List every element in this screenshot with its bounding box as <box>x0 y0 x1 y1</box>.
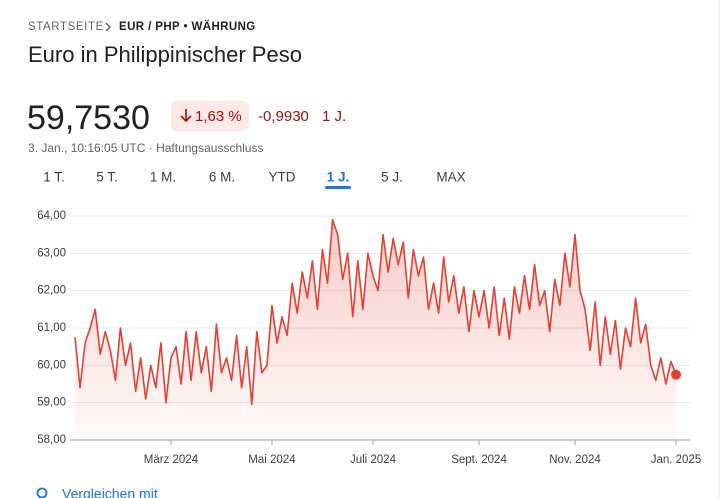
price: 59,7530 <box>27 99 150 137</box>
y-tick-label: 62,00 <box>37 285 66 297</box>
change-abs: -0,9930 <box>258 108 309 125</box>
x-tick-label: Nov. 2024 <box>549 454 601 466</box>
breadcrumb-current: EUR / PHP • WÄHRUNG <box>119 20 256 33</box>
y-tick-label: 63,00 <box>37 247 66 259</box>
y-tick-label: 59,00 <box>37 397 66 409</box>
range-tab[interactable]: 6 M. <box>209 170 235 185</box>
down-arrow <box>180 109 192 123</box>
breadcrumb-home[interactable]: STARTSEITE <box>28 21 104 33</box>
compare-link[interactable]: Vergleichen mit <box>62 486 158 498</box>
range-tabs: 1 T. 5 T. 1 M. 6 M. YTD 1 J. 5 J. MAX <box>43 170 466 189</box>
y-tick-label: 60,00 <box>37 359 66 371</box>
x-tick-label: Sept. 2024 <box>451 454 507 466</box>
range-tab[interactable]: YTD <box>269 170 296 185</box>
x-tick-label: Jan. 2025 <box>651 454 702 466</box>
x-tick-label: März 2024 <box>144 454 199 466</box>
range-tab[interactable]: 1 J. <box>327 170 350 185</box>
change-badge <box>171 101 249 131</box>
change-period: 1 J. <box>322 108 346 125</box>
range-tab[interactable]: 5 T. <box>96 170 118 185</box>
x-tick-label: Mai 2024 <box>248 454 296 466</box>
timestamp: 3. Jan., 10:16:05 UTC · Haftungsausschlu… <box>28 141 263 155</box>
change-percent: 1,63 % <box>195 108 242 125</box>
breadcrumb-chevron <box>105 22 111 32</box>
range-tab[interactable]: 1 T. <box>43 170 65 185</box>
last-point <box>671 369 681 380</box>
chart: 58,00 59,00 60,00 61,00 62,00 63,00 64,00 März … <box>37 210 701 466</box>
y-tick-label: 61,00 <box>37 322 66 334</box>
price-line <box>74 218 677 406</box>
range-tab[interactable]: 1 M. <box>150 170 176 185</box>
y-tick-label: 64,00 <box>37 210 66 222</box>
range-tab[interactable]: 5 J. <box>381 170 403 185</box>
search-icon <box>36 487 48 498</box>
area-fill <box>75 219 676 440</box>
tab-underline <box>325 186 351 189</box>
page-title: Euro in Philippinischer Peso <box>28 42 302 67</box>
range-tab[interactable]: MAX <box>436 170 465 185</box>
x-tick-label: Juli 2024 <box>350 454 397 466</box>
y-tick-label: 58,00 <box>37 434 66 446</box>
